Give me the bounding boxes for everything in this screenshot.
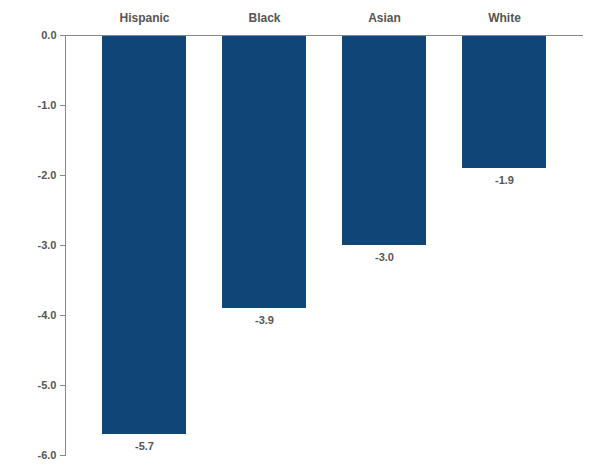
svg-text:-6.0: -6.0 — [38, 449, 57, 461]
svg-text:Black: Black — [248, 11, 280, 25]
svg-text:White: White — [488, 11, 521, 25]
svg-text:Hispanic: Hispanic — [119, 11, 169, 25]
svg-text:-3.0: -3.0 — [38, 239, 57, 251]
svg-text:0.0: 0.0 — [41, 29, 56, 41]
svg-text:-4.0: -4.0 — [38, 309, 57, 321]
svg-text:-1.9: -1.9 — [495, 174, 514, 186]
svg-text:-2.0: -2.0 — [38, 169, 57, 181]
svg-text:-1.0: -1.0 — [38, 99, 57, 111]
svg-text:-5.0: -5.0 — [38, 379, 57, 391]
svg-text:Asian: Asian — [368, 11, 401, 25]
svg-text:-3.9: -3.9 — [255, 314, 274, 326]
svg-text:-3.0: -3.0 — [375, 251, 394, 263]
svg-text:-5.7: -5.7 — [135, 440, 154, 452]
